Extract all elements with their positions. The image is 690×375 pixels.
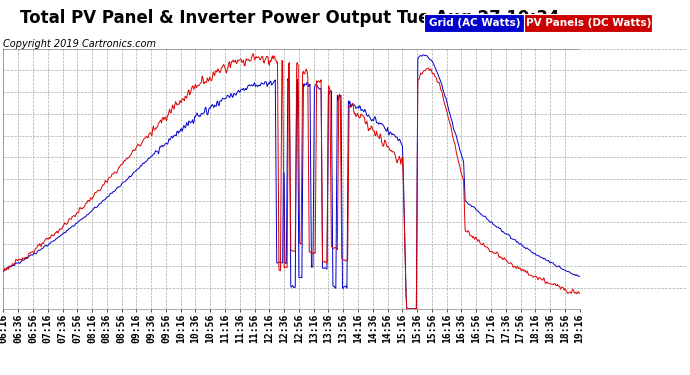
Text: PV Panels (DC Watts): PV Panels (DC Watts): [526, 18, 651, 28]
Text: Total PV Panel & Inverter Power Output Tue Aug 27 19:34: Total PV Panel & Inverter Power Output T…: [20, 9, 560, 27]
Text: Copyright 2019 Cartronics.com: Copyright 2019 Cartronics.com: [3, 39, 157, 50]
Text: Grid (AC Watts): Grid (AC Watts): [428, 18, 520, 28]
